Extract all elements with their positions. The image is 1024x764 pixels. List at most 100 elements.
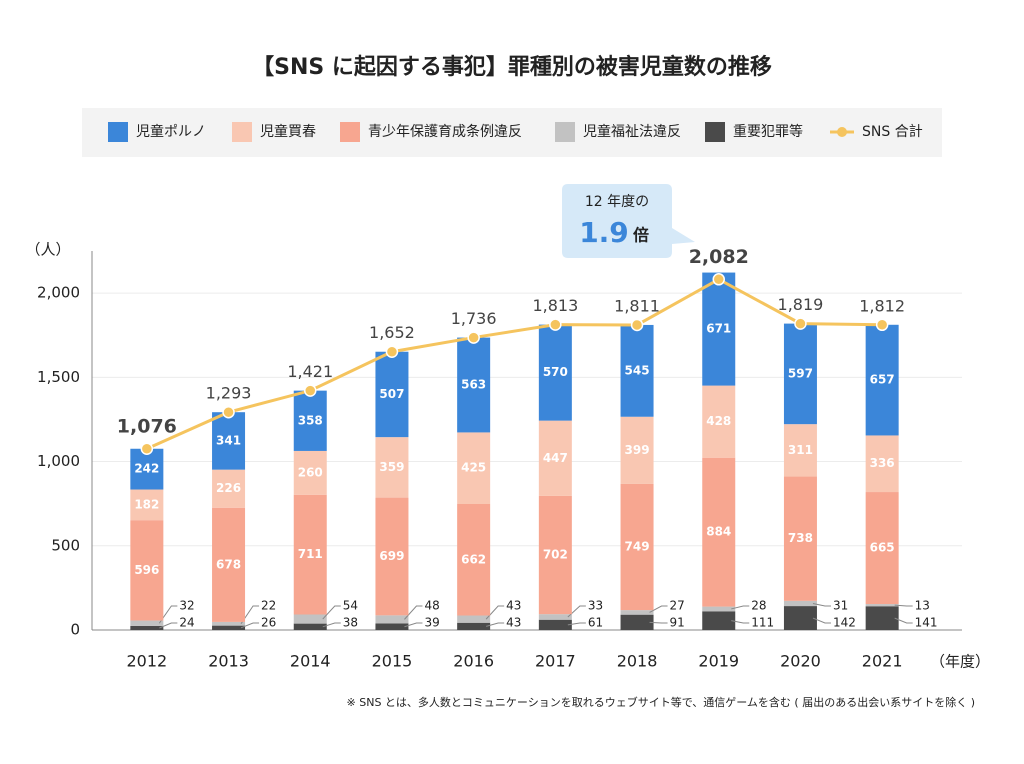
leader-line [159, 622, 178, 629]
y-tick-label: 1,000 [37, 452, 80, 470]
leader-line [894, 617, 913, 624]
data-label: 33 [588, 599, 603, 613]
data-label: 665 [870, 541, 895, 555]
data-label: 242 [134, 462, 159, 476]
data-label: 358 [298, 413, 323, 427]
leader-line [486, 622, 505, 627]
data-label: 61 [588, 616, 603, 630]
y-tick-label: 500 [51, 536, 80, 554]
data-label: 260 [298, 465, 323, 479]
legend-label: SNS 合計 [862, 124, 923, 140]
data-label: 28 [751, 599, 766, 613]
bar-segment [538, 324, 572, 421]
data-label: 43 [506, 616, 521, 630]
bar-segment [130, 489, 164, 521]
bar-segment [783, 323, 817, 425]
data-label: 447 [543, 451, 568, 465]
leader-line [322, 605, 341, 620]
bar-segment [457, 504, 491, 616]
legend-label: 児童福祉法違反 [583, 123, 681, 140]
total-point [630, 318, 644, 332]
bar-segment [375, 615, 409, 624]
legend-box [82, 108, 942, 157]
bar-segment [702, 611, 736, 630]
legend-label: 児童ポルノ [136, 123, 206, 140]
bar-segment [293, 623, 327, 630]
callout-box [562, 184, 695, 258]
bar-segment [865, 324, 899, 436]
bar-segment [375, 351, 409, 438]
data-label: 38 [343, 616, 358, 630]
legend-dot [837, 127, 847, 137]
x-tick-label: 2015 [372, 652, 413, 671]
bar-segment [130, 448, 164, 490]
data-label: 54 [343, 599, 358, 613]
bar-segment [865, 435, 899, 493]
data-label: 711 [298, 547, 323, 561]
footnote: ※ SNS とは、多人数とコミュニケーションを取れるウェブサイト等で、通信ゲーム… [347, 695, 975, 709]
bar-segment [702, 457, 736, 607]
data-label: 182 [134, 497, 159, 511]
bar-segment [538, 495, 572, 615]
data-label: 39 [424, 616, 439, 630]
legend-label: 重要犯罪等 [733, 123, 803, 140]
total-line [146, 277, 883, 451]
total-label: 1,652 [369, 323, 415, 342]
data-label: 702 [543, 548, 568, 562]
data-label: 91 [670, 616, 685, 630]
leader-line [567, 622, 586, 626]
x-tick-label: 2012 [126, 652, 167, 671]
bar-segment [865, 604, 899, 607]
legend-label: 児童買春 [260, 123, 316, 140]
data-label: 43 [506, 599, 521, 613]
data-label: 141 [915, 616, 938, 630]
bar-segment [620, 324, 654, 417]
bar-segment [457, 622, 491, 630]
data-label: 399 [625, 443, 650, 457]
y-tick-label: 0 [70, 621, 80, 639]
bar-segment [783, 600, 817, 607]
data-label: 428 [706, 414, 731, 428]
data-label: 26 [261, 616, 276, 630]
total-label: 1,811 [614, 296, 660, 315]
bar-segment [783, 476, 817, 601]
data-label: 884 [706, 525, 731, 539]
total-point [304, 384, 317, 397]
data-label: 507 [379, 387, 404, 401]
data-label: 738 [788, 531, 813, 545]
callout-suffix: 倍 [633, 226, 649, 245]
x-tick-label: 2017 [535, 652, 576, 671]
bar-segment [702, 385, 736, 458]
data-label: 336 [870, 456, 895, 470]
callout-number: 1.9 [579, 216, 629, 249]
total-label: 1,813 [532, 296, 578, 315]
bar-segment [212, 469, 246, 508]
leader-line [649, 605, 668, 613]
data-label: 563 [461, 377, 486, 391]
bar-segment [293, 494, 327, 615]
bar-segment [130, 625, 164, 630]
bar-segment [620, 610, 654, 615]
total-label: 1,819 [778, 295, 824, 314]
data-label: 545 [625, 363, 650, 377]
data-label: 48 [424, 599, 439, 613]
total-point [875, 318, 889, 332]
x-tick-label: 2016 [453, 652, 494, 671]
data-label: 596 [134, 563, 159, 577]
leader-line [240, 622, 260, 629]
total-point [549, 318, 562, 331]
total-point [712, 273, 725, 286]
data-label: 570 [543, 365, 568, 379]
data-label: 657 [870, 373, 895, 387]
bar-segment [130, 620, 164, 626]
data-label: 671 [706, 322, 731, 336]
bar-segment [538, 619, 572, 630]
total-label: 1,076 [117, 415, 177, 437]
data-label: 749 [625, 540, 650, 554]
leader-line [649, 621, 668, 624]
leader-line [731, 605, 750, 610]
total-label: 1,736 [451, 309, 497, 328]
x-axis-label: （年度） [930, 653, 990, 671]
bar-segment [783, 606, 817, 630]
